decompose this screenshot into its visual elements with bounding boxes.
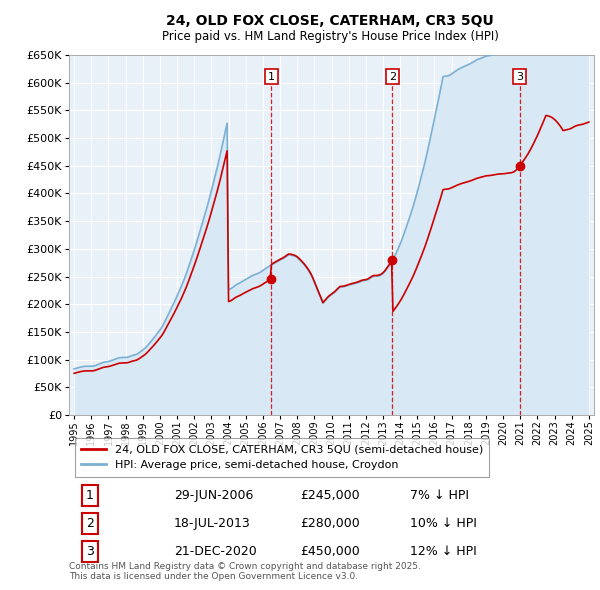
Text: £245,000: £245,000 bbox=[300, 489, 359, 502]
Text: 1: 1 bbox=[86, 489, 94, 502]
Text: 12% ↓ HPI: 12% ↓ HPI bbox=[410, 545, 477, 558]
Legend: 24, OLD FOX CLOSE, CATERHAM, CR3 5QU (semi-detached house), HPI: Average price, : 24, OLD FOX CLOSE, CATERHAM, CR3 5QU (se… bbox=[74, 438, 490, 477]
Text: 7% ↓ HPI: 7% ↓ HPI bbox=[410, 489, 469, 502]
Text: 2: 2 bbox=[389, 71, 396, 81]
Text: 21-DEC-2020: 21-DEC-2020 bbox=[174, 545, 257, 558]
Text: 24, OLD FOX CLOSE, CATERHAM, CR3 5QU: 24, OLD FOX CLOSE, CATERHAM, CR3 5QU bbox=[166, 14, 494, 28]
Text: £450,000: £450,000 bbox=[300, 545, 360, 558]
Text: 1: 1 bbox=[268, 71, 275, 81]
Text: 29-JUN-2006: 29-JUN-2006 bbox=[174, 489, 253, 502]
Text: 10% ↓ HPI: 10% ↓ HPI bbox=[410, 517, 477, 530]
Text: 3: 3 bbox=[86, 545, 94, 558]
Text: 18-JUL-2013: 18-JUL-2013 bbox=[174, 517, 251, 530]
Text: 2: 2 bbox=[86, 517, 94, 530]
Text: 3: 3 bbox=[516, 71, 523, 81]
Text: Price paid vs. HM Land Registry's House Price Index (HPI): Price paid vs. HM Land Registry's House … bbox=[161, 30, 499, 43]
Text: Contains HM Land Registry data © Crown copyright and database right 2025.
This d: Contains HM Land Registry data © Crown c… bbox=[69, 562, 421, 581]
Text: £280,000: £280,000 bbox=[300, 517, 360, 530]
